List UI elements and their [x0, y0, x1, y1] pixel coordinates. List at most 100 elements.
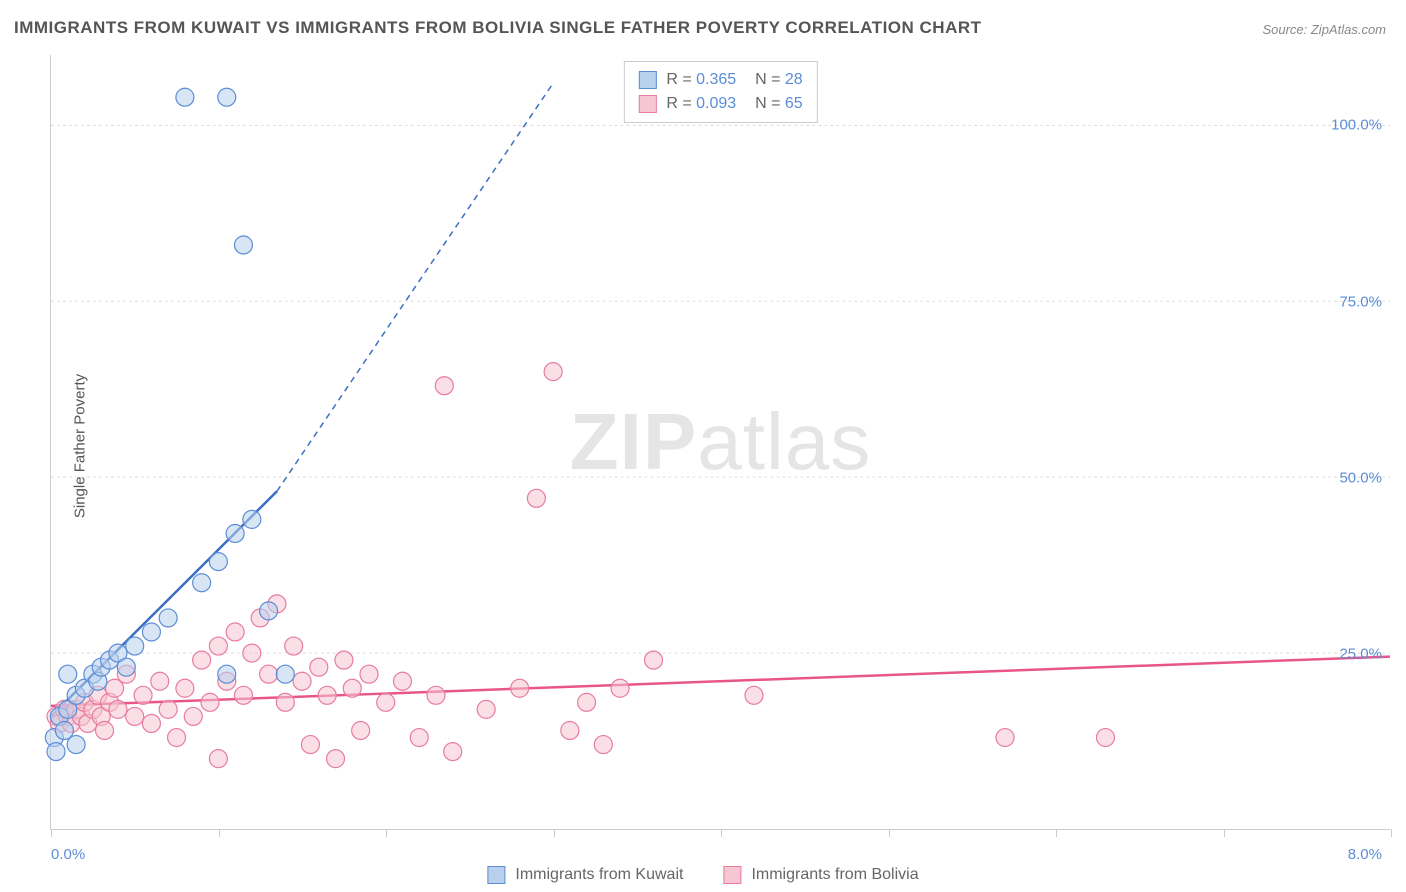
source-attribution: Source: ZipAtlas.com: [1262, 22, 1386, 37]
scatter-point: [201, 693, 219, 711]
scatter-point: [126, 637, 144, 655]
scatter-point: [360, 665, 378, 683]
scatter-point: [511, 679, 529, 697]
chart-title: IMMIGRANTS FROM KUWAIT VS IMMIGRANTS FRO…: [14, 18, 982, 38]
scatter-point: [193, 574, 211, 592]
x-tick: [721, 829, 722, 837]
x-tick: [51, 829, 52, 837]
scatter-point: [327, 750, 345, 768]
legend-r-value: 0.365: [696, 71, 736, 88]
scatter-point: [352, 722, 370, 740]
scatter-point: [435, 377, 453, 395]
scatter-point: [578, 693, 596, 711]
swatch-blue-icon: [487, 866, 505, 884]
scatter-point: [745, 686, 763, 704]
plot-area: ZIPatlas R = 0.365 N = 28 R = 0.093 N = …: [50, 55, 1390, 830]
legend-n-label: N = 65: [746, 92, 802, 116]
scatter-point: [594, 736, 612, 754]
scatter-point: [226, 524, 244, 542]
scatter-point: [335, 651, 353, 669]
scatter-point: [293, 672, 311, 690]
swatch-pink-icon: [638, 95, 656, 113]
scatter-point: [234, 236, 252, 254]
scatter-point: [193, 651, 211, 669]
scatter-point: [318, 686, 336, 704]
legend-row-bolivia: R = 0.093 N = 65: [638, 92, 802, 116]
scatter-point: [209, 750, 227, 768]
scatter-point: [176, 88, 194, 106]
scatter-point: [159, 609, 177, 627]
y-tick-label: 25.0%: [1339, 645, 1382, 662]
scatter-point: [67, 736, 85, 754]
scatter-point: [218, 665, 236, 683]
scatter-point: [544, 363, 562, 381]
scatter-point: [243, 510, 261, 528]
scatter-point: [47, 743, 65, 761]
scatter-point: [310, 658, 328, 676]
scatter-point: [184, 707, 202, 725]
x-tick: [554, 829, 555, 837]
scatter-point: [142, 623, 160, 641]
scatter-point: [96, 722, 114, 740]
scatter-point: [109, 700, 127, 718]
scatter-point: [645, 651, 663, 669]
scatter-point: [159, 700, 177, 718]
x-tick: [1391, 829, 1392, 837]
x-axis-min-label: 0.0%: [51, 846, 85, 863]
x-tick: [889, 829, 890, 837]
x-tick: [386, 829, 387, 837]
legend-label: Immigrants from Kuwait: [515, 866, 683, 884]
scatter-point: [276, 665, 294, 683]
scatter-point: [209, 553, 227, 571]
scatter-point: [260, 602, 278, 620]
scatter-point: [343, 679, 361, 697]
legend-r-value: 0.093: [696, 95, 736, 112]
scatter-point: [276, 693, 294, 711]
scatter-point: [142, 714, 160, 732]
scatter-point: [410, 729, 428, 747]
y-tick-label: 100.0%: [1331, 117, 1382, 134]
legend-item-kuwait: Immigrants from Kuwait: [487, 866, 683, 884]
scatter-point: [301, 736, 319, 754]
scatter-point: [427, 686, 445, 704]
legend-n-value: 65: [785, 95, 803, 112]
scatter-point: [477, 700, 495, 718]
scatter-point: [151, 672, 169, 690]
y-tick-label: 50.0%: [1339, 469, 1382, 486]
scatter-point: [176, 679, 194, 697]
correlation-legend: R = 0.365 N = 28 R = 0.093 N = 65: [623, 61, 817, 123]
legend-n-value: 28: [785, 71, 803, 88]
legend-row-kuwait: R = 0.365 N = 28: [638, 68, 802, 92]
scatter-point: [377, 693, 395, 711]
scatter-point: [561, 722, 579, 740]
series-legend: Immigrants from Kuwait Immigrants from B…: [487, 866, 918, 884]
scatter-point: [209, 637, 227, 655]
scatter-point: [996, 729, 1014, 747]
scatter-point: [1096, 729, 1114, 747]
scatter-point: [117, 658, 135, 676]
scatter-point: [226, 623, 244, 641]
scatter-point: [285, 637, 303, 655]
chart-svg: [51, 55, 1390, 829]
scatter-point: [611, 679, 629, 697]
x-tick: [1056, 829, 1057, 837]
legend-r-label: R = 0.365: [666, 68, 736, 92]
scatter-point: [243, 644, 261, 662]
scatter-point: [444, 743, 462, 761]
scatter-point: [527, 489, 545, 507]
legend-n-label: N = 28: [746, 68, 802, 92]
scatter-point: [168, 729, 186, 747]
x-tick: [1224, 829, 1225, 837]
x-axis-max-label: 8.0%: [1348, 846, 1382, 863]
scatter-point: [260, 665, 278, 683]
legend-r-label: R = 0.093: [666, 92, 736, 116]
scatter-point: [59, 665, 77, 683]
scatter-point: [126, 707, 144, 725]
scatter-point: [218, 88, 236, 106]
scatter-point: [134, 686, 152, 704]
legend-item-bolivia: Immigrants from Bolivia: [723, 866, 918, 884]
y-tick-label: 75.0%: [1339, 293, 1382, 310]
scatter-point: [393, 672, 411, 690]
scatter-point: [234, 686, 252, 704]
x-tick: [219, 829, 220, 837]
